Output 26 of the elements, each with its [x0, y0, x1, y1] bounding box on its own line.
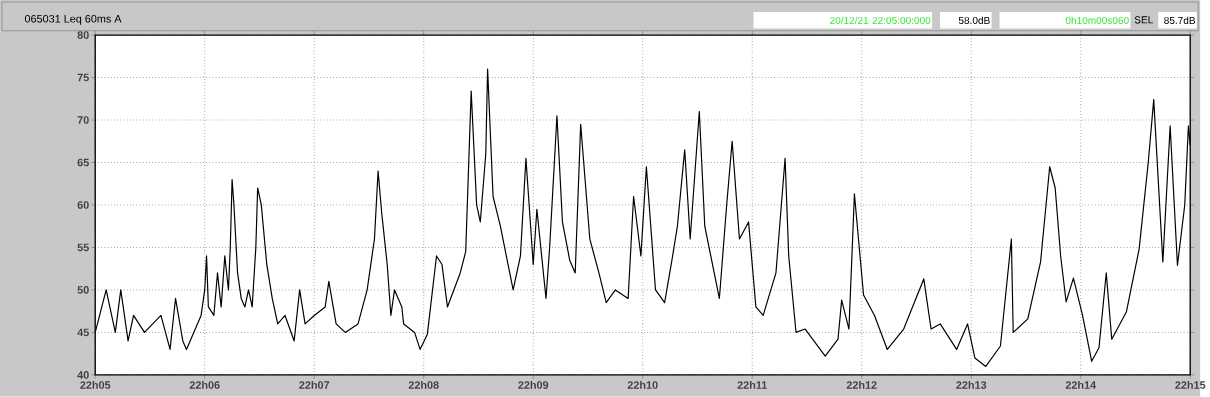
- y-tick-label: 60: [77, 201, 89, 209]
- chart-title: 065031 Leq 60ms A: [24, 15, 122, 25]
- text: SEL: [1134, 16, 1153, 24]
- x-tick-label: 22h08: [408, 381, 439, 389]
- y-tick-label: 80: [77, 31, 89, 40]
- y-tick-label: 70: [77, 116, 89, 124]
- x-tick-label: 22h15: [1175, 381, 1206, 389]
- text: 58.0dB: [958, 16, 990, 25]
- text: 20/12/21 22:05:00:000: [830, 16, 931, 25]
- y-tick-label: 45: [77, 328, 89, 337]
- y-tick-label: 75: [77, 73, 89, 82]
- x-tick-label: 22h11: [737, 381, 767, 389]
- x-tick-label: 22h05: [80, 381, 111, 389]
- y-tick-label: 40: [77, 371, 89, 379]
- y-tick-label: 65: [77, 158, 89, 167]
- text: 0h10m00s060: [1065, 16, 1129, 25]
- x-tick-label: 22h07: [299, 381, 330, 389]
- y-tick-label: 50: [77, 286, 89, 294]
- x-tick-label: 22h13: [956, 381, 987, 390]
- x-tick-label: 22h06: [189, 381, 220, 389]
- x-tick-label: 22h12: [846, 381, 877, 389]
- text: 85.7dB: [1164, 16, 1196, 25]
- x-tick-label: 22h10: [627, 381, 658, 389]
- x-tick-label: 22h14: [1065, 381, 1097, 389]
- y-tick-label: 55: [77, 243, 89, 252]
- x-tick-label: 22h09: [518, 381, 549, 389]
